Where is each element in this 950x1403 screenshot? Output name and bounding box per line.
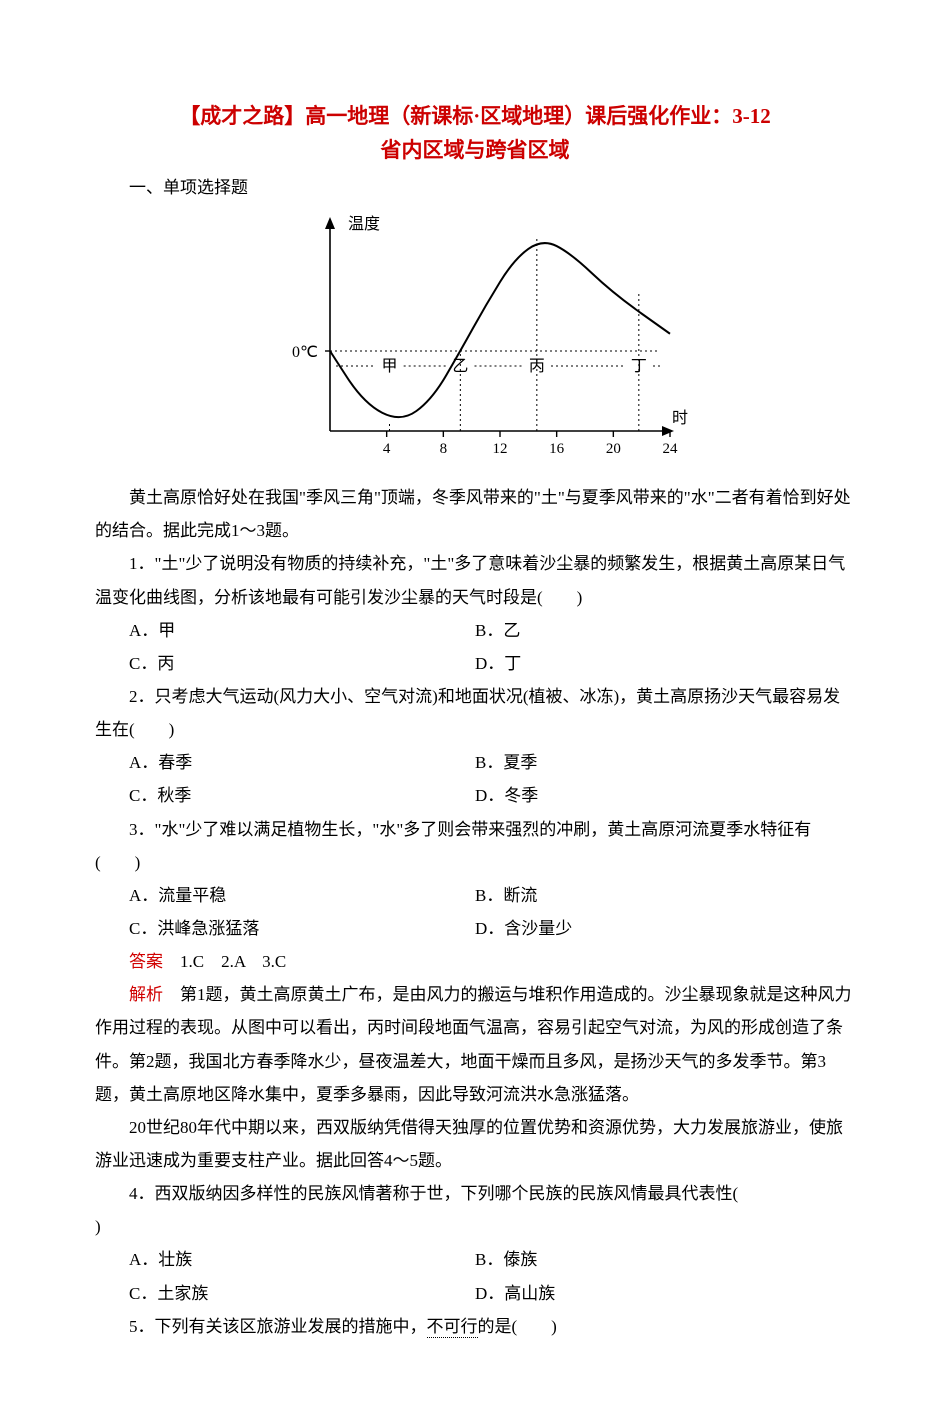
q2-option-b: B．夏季 [475, 746, 855, 779]
q1-options-row2: C．丙 D．丁 [95, 647, 855, 680]
q3-stem: 3．"水"少了难以满足植物生长，"水"多了则会带来强烈的冲刷，黄土高原河流夏季水… [95, 813, 855, 879]
svg-text:丙: 丙 [529, 358, 545, 375]
analysis-label: 解析 [129, 985, 163, 1004]
section-heading: 一、单项选择题 [95, 173, 855, 198]
q4-options-row2: C．土家族 D．高山族 [95, 1277, 855, 1310]
q2-options-row2: C．秋季 D．冬季 [95, 779, 855, 812]
context-2: 20世纪80年代中期以来，西双版纳凭借得天独厚的位置优势和资源优势，大力发展旅游… [95, 1111, 855, 1177]
q1-option-b: B．乙 [475, 614, 855, 647]
q5-stem-pre: 5．下列有关该区旅游业发展的措施中， [129, 1317, 427, 1336]
q5-stem-under: 不可行 [427, 1317, 478, 1338]
q1-stem: 1．"土"少了说明没有物质的持续补充，"土"多了意味着沙尘暴的频繁发生，根据黄土… [95, 547, 855, 613]
q3-options-row2: C．洪峰急涨猛落 D．含沙量少 [95, 912, 855, 945]
q4-stem-pre: 4．西双版纳因多样性的民族风情著称于世，下列哪个民族的民族风情最具代表性( [129, 1184, 738, 1203]
temperature-chart: 温度时 0℃ 4 8 12 16 20 24 甲 乙 丙 丁 [95, 206, 855, 471]
svg-text:12: 12 [493, 441, 508, 457]
q1-option-a: A．甲 [95, 614, 475, 647]
svg-text:8: 8 [440, 441, 448, 457]
q5-stem-post: 的是( ) [478, 1317, 557, 1336]
svg-text:甲: 甲 [381, 358, 397, 375]
title-line-2: 省内区域与跨省区域 [95, 134, 855, 168]
q5-stem: 5．下列有关该区旅游业发展的措施中，不可行的是( ) [95, 1310, 855, 1343]
title-line-1: 【成才之路】高一地理（新课标·区域地理）课后强化作业：3-12 [95, 100, 855, 134]
q4-option-c: C．土家族 [95, 1277, 475, 1310]
q1-option-c: C．丙 [95, 647, 475, 680]
svg-text:4: 4 [383, 441, 391, 457]
q3-option-c: C．洪峰急涨猛落 [95, 912, 475, 945]
q2-option-c: C．秋季 [95, 779, 475, 812]
svg-text:乙: 乙 [452, 358, 468, 375]
page: 【成才之路】高一地理（新课标·区域地理）课后强化作业：3-12 省内区域与跨省区… [0, 0, 950, 1403]
q3-option-b: B．断流 [475, 879, 855, 912]
svg-text:20: 20 [606, 441, 621, 457]
q2-option-d: D．冬季 [475, 779, 855, 812]
q1-option-d: D．丁 [475, 647, 855, 680]
answers-text: 1.C 2.A 3.C [163, 952, 286, 971]
temperature-chart-svg: 温度时 0℃ 4 8 12 16 20 24 甲 乙 丙 丁 [255, 206, 695, 466]
svg-text:0℃: 0℃ [292, 344, 318, 361]
svg-text:丁: 丁 [631, 358, 647, 375]
q4-stem-close: ) [95, 1210, 855, 1243]
q1-options-row1: A．甲 B．乙 [95, 614, 855, 647]
q4-option-d: D．高山族 [475, 1277, 855, 1310]
q4-options-row1: A．壮族 B．傣族 [95, 1243, 855, 1276]
q3-options-row1: A．流量平稳 B．断流 [95, 879, 855, 912]
answers-line: 答案 1.C 2.A 3.C [95, 945, 855, 978]
document-title: 【成才之路】高一地理（新课标·区域地理）课后强化作业：3-12 省内区域与跨省区… [95, 100, 855, 167]
svg-text:16: 16 [549, 441, 565, 457]
answers-label: 答案 [129, 952, 163, 971]
q2-options-row1: A．春季 B．夏季 [95, 746, 855, 779]
q2-option-a: A．春季 [95, 746, 475, 779]
q4-option-b: B．傣族 [475, 1243, 855, 1276]
q4-stem: 4．西双版纳因多样性的民族风情著称于世，下列哪个民族的民族风情最具代表性( [95, 1177, 855, 1210]
q2-stem: 2．只考虑大气运动(风力大小、空气对流)和地面状况(植被、冰冻)，黄土高原扬沙天… [95, 680, 855, 746]
q3-option-d: D．含沙量少 [475, 912, 855, 945]
analysis-block: 解析 第1题，黄土高原黄土广布，是由风力的搬运与堆积作用造成的。沙尘暴现象就是这… [95, 978, 855, 1111]
analysis-text: 第1题，黄土高原黄土广布，是由风力的搬运与堆积作用造成的。沙尘暴现象就是这种风力… [95, 985, 852, 1103]
context-1: 黄土高原恰好处在我国"季风三角"顶端，冬季风带来的"土"与夏季风带来的"水"二者… [95, 481, 855, 547]
svg-text:时: 时 [672, 409, 688, 427]
q3-option-a: A．流量平稳 [95, 879, 475, 912]
svg-text:24: 24 [663, 441, 679, 457]
q4-option-a: A．壮族 [95, 1243, 475, 1276]
svg-text:温度: 温度 [348, 215, 380, 233]
